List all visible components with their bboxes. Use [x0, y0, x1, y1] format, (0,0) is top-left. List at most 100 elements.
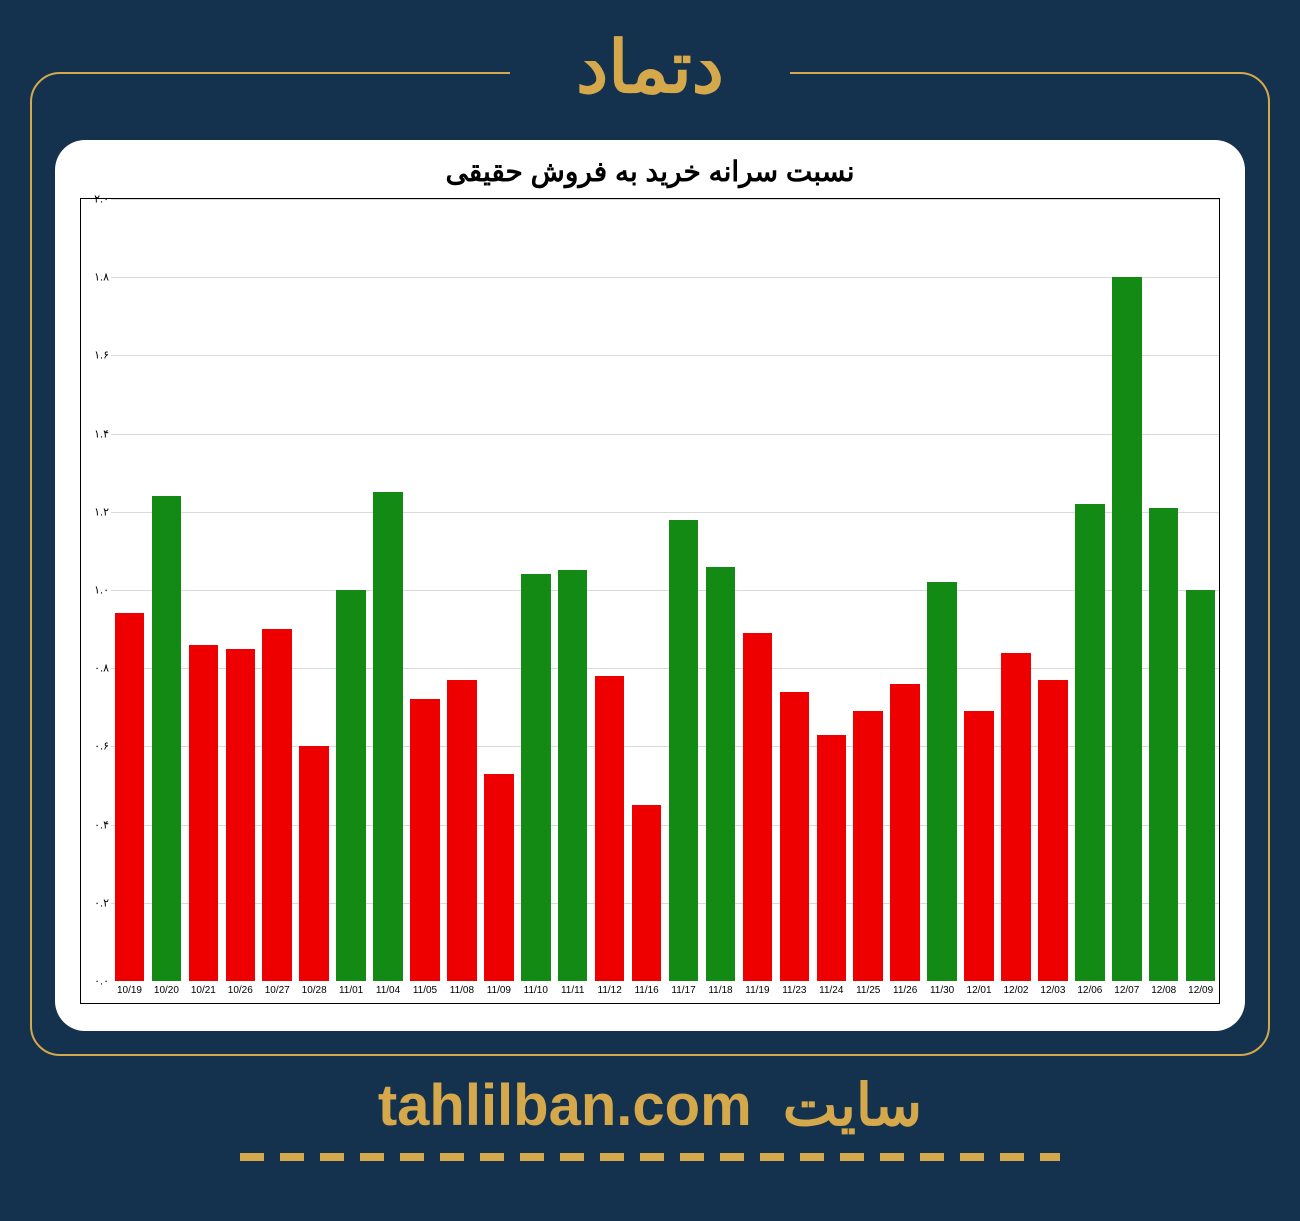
- bar-slot: [370, 199, 407, 981]
- bar: [1112, 277, 1142, 981]
- bar: [743, 633, 773, 981]
- bar-slot: [1034, 199, 1071, 981]
- y-tick-label: ۱.۶: [81, 349, 109, 362]
- bar: [189, 645, 219, 981]
- x-tick-label: 11/23: [776, 981, 813, 1003]
- x-tick-label: 11/19: [739, 981, 776, 1003]
- bar-slot: [148, 199, 185, 981]
- bar: [558, 570, 588, 981]
- x-tick-label: 12/09: [1182, 981, 1219, 1003]
- chart-area: 10/1910/2010/2110/2610/2710/2811/0111/04…: [80, 198, 1220, 1004]
- footer-underline: [240, 1153, 1060, 1161]
- bar: [890, 684, 920, 981]
- bar: [521, 574, 551, 981]
- footer-domain: tahlilban.com: [378, 1073, 752, 1138]
- bar: [669, 520, 699, 981]
- x-tick-label: 11/12: [591, 981, 628, 1003]
- bar-slot: [998, 199, 1035, 981]
- x-tick-label: 10/19: [111, 981, 148, 1003]
- bar-slot: [665, 199, 702, 981]
- bar-slot: [1108, 199, 1145, 981]
- x-tick-label: 12/03: [1034, 981, 1071, 1003]
- x-tick-label: 10/26: [222, 981, 259, 1003]
- x-tick-label: 11/16: [628, 981, 665, 1003]
- x-tick-label: 10/27: [259, 981, 296, 1003]
- bar: [1038, 680, 1068, 981]
- bars-container: [111, 199, 1219, 981]
- x-tick-label: 11/17: [665, 981, 702, 1003]
- x-tick-label: 11/08: [443, 981, 480, 1003]
- x-tick-label: 11/24: [813, 981, 850, 1003]
- bar: [447, 680, 477, 981]
- x-tick-label: 11/10: [517, 981, 554, 1003]
- y-tick-label: ۱.۸: [81, 271, 109, 284]
- bar-slot: [407, 199, 444, 981]
- bar-slot: [111, 199, 148, 981]
- y-tick-label: ۰.۲: [81, 896, 109, 909]
- footer: سایت tahlilban.com: [0, 1071, 1300, 1161]
- y-tick-label: ۰.۰: [81, 975, 109, 988]
- bar: [410, 699, 440, 981]
- bar: [595, 676, 625, 981]
- x-tick-label: 11/26: [887, 981, 924, 1003]
- x-tick-label: 12/02: [998, 981, 1035, 1003]
- x-axis-labels: 10/1910/2010/2110/2610/2710/2811/0111/04…: [111, 981, 1219, 1003]
- bar-slot: [443, 199, 480, 981]
- bar-slot: [1145, 199, 1182, 981]
- bar-slot: [1071, 199, 1108, 981]
- bar-slot: [259, 199, 296, 981]
- bar: [780, 692, 810, 981]
- bar: [152, 496, 182, 981]
- x-tick-label: 10/28: [296, 981, 333, 1003]
- x-tick-label: 12/06: [1071, 981, 1108, 1003]
- x-tick-label: 11/18: [702, 981, 739, 1003]
- x-tick-label: 11/11: [554, 981, 591, 1003]
- y-tick-label: ۰.۴: [81, 818, 109, 831]
- y-tick-label: ۱.۰: [81, 584, 109, 597]
- bar: [262, 629, 292, 981]
- x-tick-label: 10/20: [148, 981, 185, 1003]
- bar: [1186, 590, 1216, 981]
- bar-slot: [591, 199, 628, 981]
- bar: [336, 590, 366, 981]
- bar-slot: [222, 199, 259, 981]
- bar-slot: [961, 199, 998, 981]
- x-tick-label: 11/30: [924, 981, 961, 1003]
- bar-slot: [1182, 199, 1219, 981]
- bar: [373, 492, 403, 981]
- x-tick-label: 12/07: [1108, 981, 1145, 1003]
- bar-slot: [887, 199, 924, 981]
- bar-slot: [480, 199, 517, 981]
- bar-slot: [185, 199, 222, 981]
- bar: [706, 567, 736, 981]
- bar: [1149, 508, 1179, 981]
- bar: [817, 735, 847, 981]
- x-tick-label: 12/01: [961, 981, 998, 1003]
- bar: [299, 746, 329, 981]
- bar-slot: [702, 199, 739, 981]
- x-tick-label: 11/05: [407, 981, 444, 1003]
- x-tick-label: 12/08: [1145, 981, 1182, 1003]
- bar: [484, 774, 514, 981]
- bar-slot: [333, 199, 370, 981]
- chart-card: نسبت سرانه خرید به فروش حقیقی 10/1910/20…: [55, 140, 1245, 1031]
- bar: [226, 649, 256, 981]
- x-tick-label: 11/04: [370, 981, 407, 1003]
- bar: [964, 711, 994, 981]
- bar: [115, 613, 145, 981]
- bar: [1001, 653, 1031, 981]
- footer-label: سایت: [783, 1073, 922, 1138]
- bar-slot: [776, 199, 813, 981]
- chart-title: نسبت سرانه خرید به فروش حقیقی: [80, 155, 1220, 188]
- x-tick-label: 11/01: [333, 981, 370, 1003]
- x-tick-label: 11/25: [850, 981, 887, 1003]
- y-tick-label: ۰.۶: [81, 740, 109, 753]
- bar: [853, 711, 883, 981]
- bar-slot: [517, 199, 554, 981]
- bar: [632, 805, 662, 981]
- bar-slot: [296, 199, 333, 981]
- bar-slot: [813, 199, 850, 981]
- y-tick-label: ۱.۴: [81, 427, 109, 440]
- bar-slot: [554, 199, 591, 981]
- y-tick-label: ۰.۸: [81, 662, 109, 675]
